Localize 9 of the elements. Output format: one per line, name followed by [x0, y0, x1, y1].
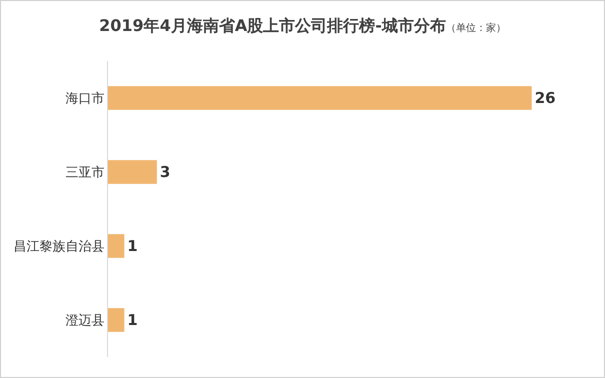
data-label: 1	[127, 237, 138, 255]
data-label: 26	[534, 89, 556, 107]
data-label: 3	[160, 163, 170, 181]
y-tick-label: 昌江黎族自治县	[13, 240, 104, 255]
data-label: 1	[127, 311, 138, 329]
y-tick-label: 三亚市	[65, 166, 104, 181]
chart-subtitle: （单位：家）	[446, 22, 506, 34]
y-tick-label: 海口市	[65, 92, 104, 107]
y-tick-label: 澄迈县	[65, 314, 104, 329]
